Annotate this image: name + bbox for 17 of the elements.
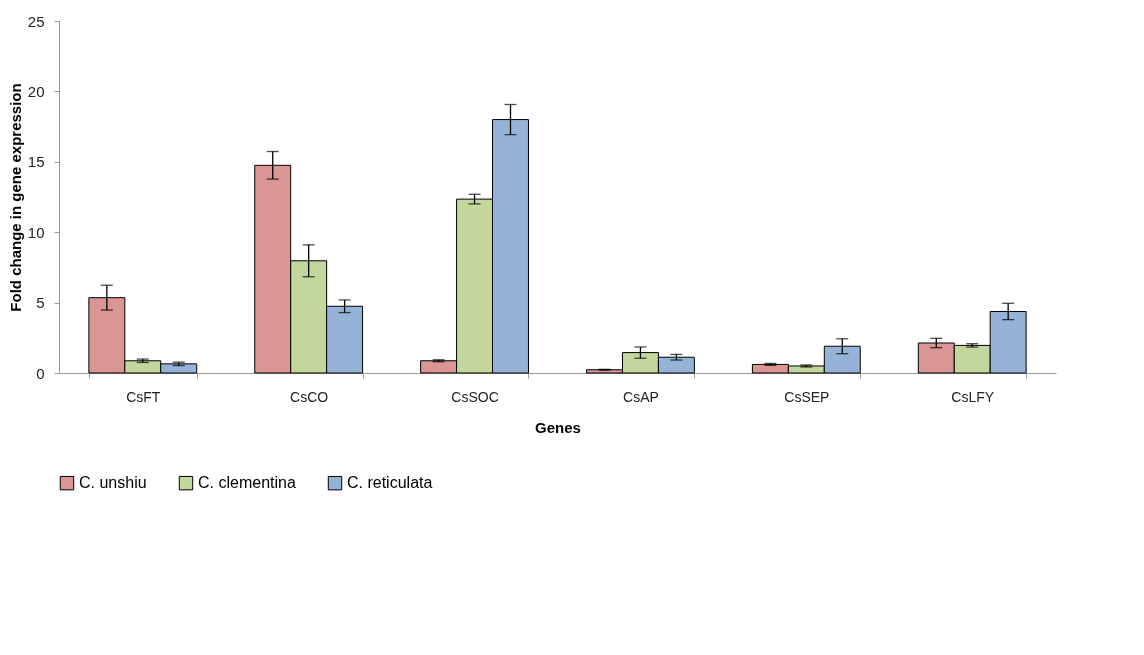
y-axis-title: Fold change in gene expression: [6, 83, 24, 312]
x-axis-title: Genes: [535, 418, 581, 436]
x-tick-label: CsSOC: [451, 388, 499, 405]
legend-label: C. reticulata: [347, 474, 433, 492]
y-tick-label: 20: [27, 82, 45, 100]
legend-label: C. unshiu: [79, 474, 147, 492]
x-tick-label: CsSEP: [784, 388, 830, 405]
y-tick-label: 0: [36, 364, 45, 382]
legend-label: C. clementina: [198, 474, 296, 492]
y-tick-label: 25: [27, 12, 45, 30]
y-tick-label: 10: [27, 223, 45, 241]
x-tick-label: CsAP: [623, 388, 659, 405]
x-tick-label: CsFT: [126, 388, 161, 405]
y-tick-label: 5: [36, 294, 45, 312]
x-tick-label: CsCO: [290, 388, 329, 405]
x-tick-label: CsLFY: [951, 388, 995, 405]
y-tick-label: 15: [27, 153, 45, 171]
